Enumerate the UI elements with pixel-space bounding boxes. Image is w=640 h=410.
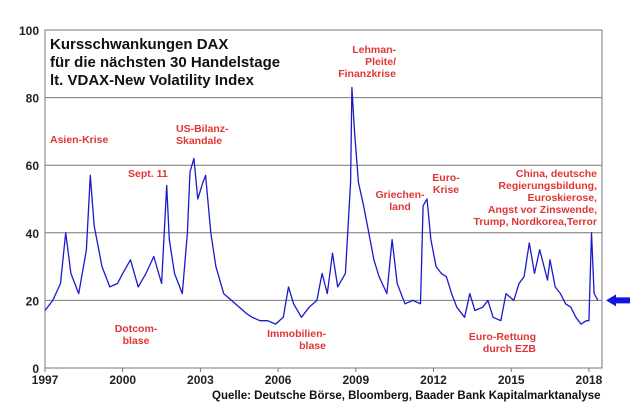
- annotation-line: Dotcom-: [114, 323, 158, 335]
- x-tick-label: 2003: [187, 373, 214, 387]
- annotation-euro-rettung: Euro-Rettung durch EZB: [460, 331, 536, 355]
- annotation-line: US-Bilanz-: [176, 123, 229, 135]
- annotation-line: durch EZB: [482, 343, 536, 355]
- annotation-line: Angst vor Zinswende,: [487, 204, 597, 216]
- annotation-line: Euroskierose,: [527, 192, 597, 204]
- vdax-series-line: [44, 86, 599, 325]
- annotation-line: Pleite/: [365, 56, 396, 68]
- annotation-euro-krise: Euro- Krise: [428, 172, 464, 196]
- x-tick-label: 2000: [109, 373, 136, 387]
- annotation-line: Euro-: [432, 172, 460, 184]
- y-tick-label: 60: [26, 159, 40, 173]
- annotation-lehman: Lehman- Pleite/ Finanzkrise: [336, 44, 396, 80]
- annotation-line: blase: [122, 335, 150, 347]
- x-tick-label: 1997: [32, 373, 59, 387]
- annotation-line: Lehman-: [352, 44, 396, 56]
- x-tick-label: 2015: [498, 373, 525, 387]
- annotation-line: Griechen-: [375, 189, 425, 201]
- annotation-griechenland: Griechen- land: [372, 189, 428, 213]
- y-tick-label: 40: [26, 227, 40, 241]
- y-tick-label: 80: [26, 92, 40, 106]
- x-tick-label: 2009: [342, 373, 369, 387]
- title-line: für die nächsten 30 Handelstage: [50, 54, 281, 71]
- annotation-line: Trump, Nordkorea,Terror: [473, 216, 598, 228]
- annotation-line: land: [389, 201, 411, 213]
- source-note: Quelle: Deutsche Börse, Bloomberg, Baade…: [212, 390, 601, 402]
- x-tick-label: 2018: [576, 373, 603, 387]
- annotation-line: Immobilien-: [267, 328, 326, 340]
- y-tick-label: 100: [19, 24, 39, 38]
- chart-title: Kursschwankungen DAX für die nächsten 30…: [50, 36, 280, 90]
- annotation-china: China, deutsche Regierungsbildung, Euros…: [447, 168, 598, 228]
- x-tick-label: 2012: [420, 373, 447, 387]
- annotation-line: blase: [299, 340, 326, 352]
- plot-frame: [44, 29, 603, 369]
- annotation-line: Skandale: [176, 135, 223, 147]
- title-line: Kursschwankungen DAX: [50, 36, 229, 53]
- title-line: lt. VDAX-New Volatility Index: [50, 72, 254, 89]
- annotation-line: Euro-Rettung: [468, 331, 536, 343]
- annotation-line: Finanzkrise: [338, 68, 396, 80]
- y-tick-label: 20: [26, 294, 40, 308]
- annotation-line: Regierungsbildung,: [498, 180, 597, 192]
- annotation-line: China, deutsche: [515, 168, 597, 180]
- annotation-dotcom: Dotcom- blase: [108, 323, 164, 347]
- y-tick-label: 0: [32, 362, 39, 376]
- annotation-line: Krise: [432, 184, 460, 196]
- annotation-asien-krise: Asien-Krise: [50, 134, 109, 146]
- x-tick-label: 2006: [265, 373, 292, 387]
- annotation-us-bilanz: US-Bilanz- Skandale: [176, 123, 229, 147]
- annotation-immobilien: Immobilien- blase: [262, 328, 326, 352]
- current-level-arrow-icon: [606, 294, 630, 307]
- annotation-sept-11: Sept. 11: [128, 168, 168, 180]
